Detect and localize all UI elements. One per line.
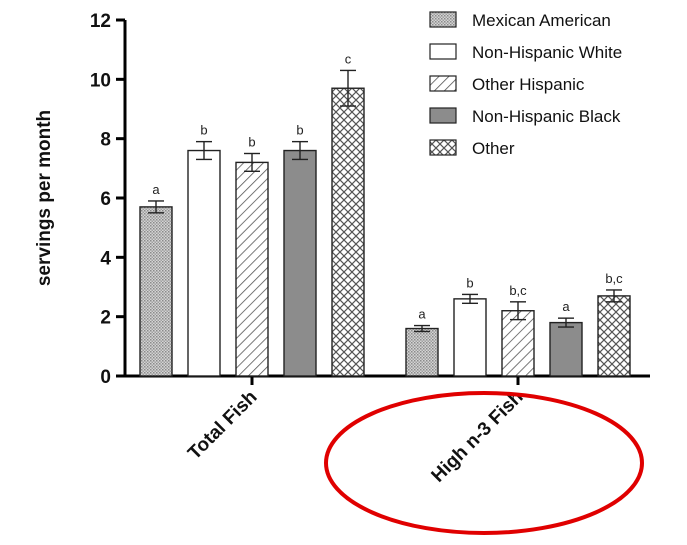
legend-label: Mexican American — [472, 11, 611, 30]
bar — [283, 149, 317, 377]
bar — [331, 87, 365, 377]
y-tick-label: 4 — [100, 248, 111, 269]
bar — [405, 327, 439, 377]
significance-label: b,c — [605, 271, 623, 286]
annotation-ellipse — [324, 391, 644, 535]
bar — [235, 161, 269, 377]
significance-label: b — [200, 123, 207, 138]
significance-label: b — [248, 135, 255, 150]
significance-label: b — [466, 275, 473, 290]
bar — [139, 206, 173, 377]
significance-label: b — [296, 123, 303, 138]
bar — [453, 298, 487, 377]
y-tick-label: 2 — [100, 308, 111, 329]
y-tick-label: 0 — [100, 367, 111, 388]
bar — [187, 149, 221, 377]
y-tick-label: 6 — [100, 189, 111, 210]
significance-label: a — [418, 307, 426, 322]
category-label: Total Fish — [184, 387, 261, 464]
bar — [549, 321, 583, 377]
bar — [501, 310, 535, 377]
legend-label: Other — [472, 139, 515, 158]
legend-label: Other Hispanic — [472, 75, 585, 94]
legend-label: Non-Hispanic Black — [472, 107, 621, 126]
legend: Mexican American Non-Hispanic White Other … — [429, 11, 622, 158]
legend-label: Non-Hispanic White — [472, 43, 622, 62]
bar — [597, 295, 631, 377]
significance-label: a — [562, 299, 570, 314]
legend-swatch — [429, 75, 457, 92]
significance-label: b,c — [509, 283, 527, 298]
annotation — [324, 391, 644, 535]
category-label: High n-3 Fish — [428, 387, 528, 487]
y-tick-label: 10 — [90, 70, 111, 91]
y-tick-label: 8 — [100, 130, 111, 151]
y-tick-label: 12 — [90, 11, 111, 32]
legend-swatch — [429, 107, 457, 124]
bars — [139, 69, 631, 377]
legend-swatch — [429, 11, 457, 28]
y-axis-title: servings per month — [34, 110, 55, 286]
significance-label: c — [345, 51, 352, 66]
legend-swatch — [429, 43, 457, 60]
legend-swatch — [429, 139, 457, 156]
significance-label: a — [152, 182, 160, 197]
